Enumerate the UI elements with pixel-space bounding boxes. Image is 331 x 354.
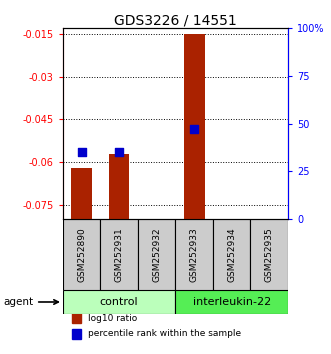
Bar (175, 219, 213, 290)
Bar (63, 290, 175, 314)
Text: GSM252890: GSM252890 (77, 227, 86, 282)
Bar (100, 219, 138, 290)
Bar (72, 329, 81, 339)
Title: GDS3226 / 14551: GDS3226 / 14551 (114, 13, 237, 27)
Bar (213, 219, 251, 290)
Bar (184, 34, 205, 219)
Bar (71, 168, 92, 219)
Text: GSM252933: GSM252933 (190, 227, 199, 282)
Text: GSM252934: GSM252934 (227, 227, 236, 282)
Bar (138, 219, 175, 290)
Text: log10 ratio: log10 ratio (88, 314, 137, 322)
Point (79, 149, 84, 155)
Text: control: control (100, 297, 138, 307)
Bar (63, 219, 100, 290)
Text: agent: agent (3, 297, 33, 307)
Bar (175, 290, 288, 314)
Text: interleukin-22: interleukin-22 (193, 297, 271, 307)
Bar (72, 313, 81, 324)
Text: GSM252931: GSM252931 (115, 227, 124, 282)
Point (117, 149, 122, 155)
Bar (109, 154, 129, 219)
Text: percentile rank within the sample: percentile rank within the sample (88, 329, 241, 338)
Point (192, 126, 197, 132)
Text: GSM252932: GSM252932 (152, 227, 161, 282)
Bar (251, 219, 288, 290)
Text: GSM252935: GSM252935 (265, 227, 274, 282)
